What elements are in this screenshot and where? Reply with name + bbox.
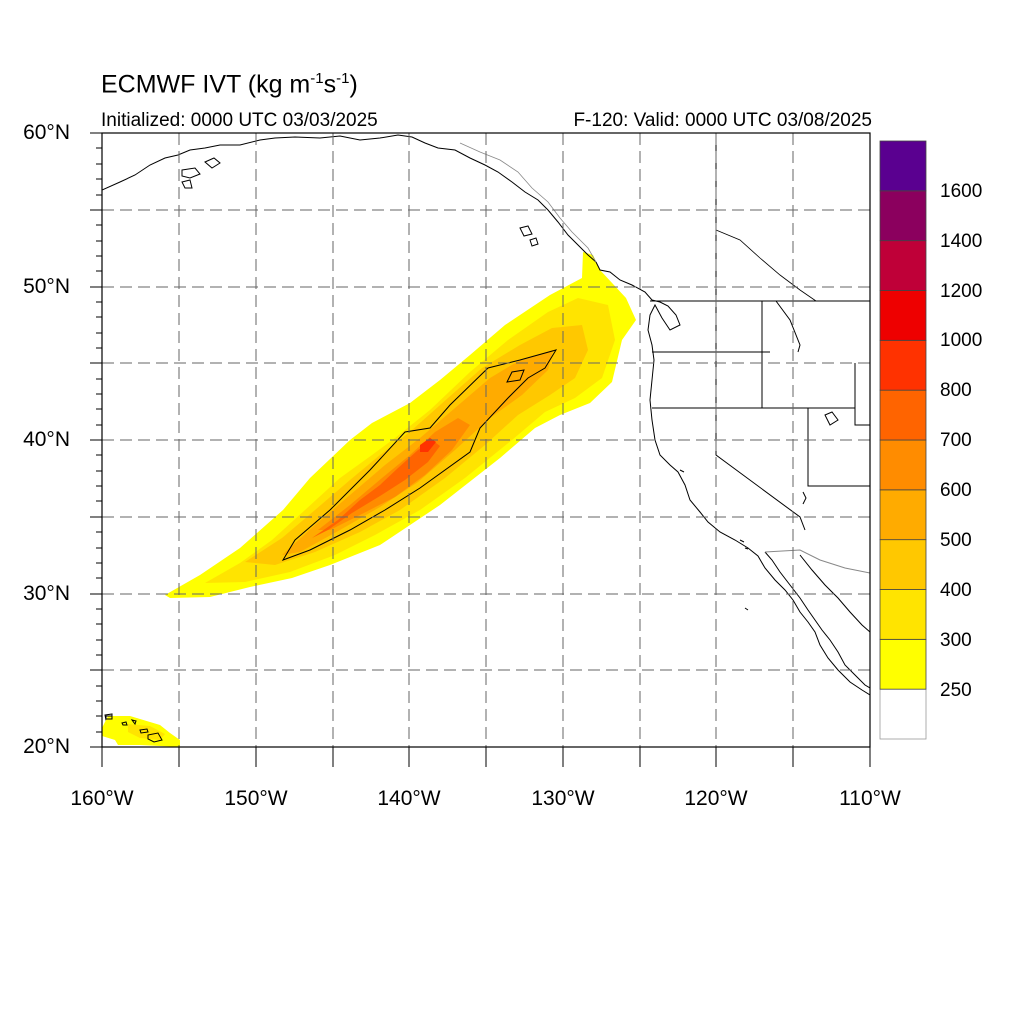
colorbar-swatch [879, 140, 927, 192]
lat-label: 60°N [23, 121, 70, 144]
colorbar-label: 1000 [940, 330, 983, 351]
coastline-mexico-east [799, 554, 870, 633]
lon-label: 140°W [377, 787, 441, 810]
coastline-west [595, 261, 870, 696]
axis-ticks [90, 132, 871, 767]
border-alaska-canada [459, 142, 597, 263]
border-canada-provinces [715, 229, 817, 302]
colorbar-swatch [879, 190, 927, 242]
ivt-shade-800 [420, 438, 436, 452]
ivt-contour-outer [281, 349, 558, 561]
state-borders [652, 133, 870, 531]
colorbar-label: 600 [940, 480, 972, 501]
colorbar-label: 250 [940, 680, 972, 701]
valid-time: F-120: Valid: 0000 UTC 03/08/2025 [573, 110, 872, 131]
lat-label: 30°N [23, 582, 70, 605]
lakes [802, 411, 839, 505]
page-title: ECMWF IVT (kg m-1s-1) [101, 70, 358, 99]
colorbar-label: 1600 [940, 181, 983, 202]
colorbar-label: 1400 [940, 231, 983, 252]
lon-label: 120°W [684, 787, 748, 810]
colorbar-swatch [879, 688, 927, 740]
colorbar-swatch [879, 589, 927, 640]
colorbar-swatch [879, 389, 927, 441]
colorbar-label: 400 [940, 580, 972, 601]
lon-label: 150°W [224, 787, 288, 810]
hawaii-islands [105, 715, 163, 743]
colorbar-swatch [879, 638, 927, 690]
colorbar-label: 500 [940, 530, 972, 551]
colorbar-swatch [879, 439, 927, 491]
colorbar-swatch [879, 489, 927, 541]
lat-label: 50°N [23, 275, 70, 298]
lon-label: 160°W [70, 787, 134, 810]
lat-label: 20°N [23, 735, 70, 758]
ivt-contour-inner [506, 369, 525, 383]
colorbar-swatch [879, 290, 927, 341]
colorbar-swatch [879, 240, 927, 291]
lon-label: 130°W [531, 787, 595, 810]
lat-label: 40°N [23, 428, 70, 451]
coastline-alaska [102, 134, 597, 263]
ivt-shade-700 [312, 440, 440, 538]
colorbar-swatch [879, 339, 927, 391]
coastal-islands [679, 469, 749, 611]
coastline-alaska-islands [181, 157, 539, 247]
grid-lines [102, 133, 870, 747]
colorbar-label: 700 [940, 430, 972, 451]
colorbar-label: 800 [940, 380, 972, 401]
colorbar [879, 140, 927, 740]
colorbar-label: 300 [940, 630, 972, 651]
lon-label: 110°W [839, 787, 901, 810]
colorbar-swatch [879, 539, 927, 590]
border-us-mexico [764, 549, 870, 574]
colorbar-label: 1200 [940, 281, 983, 302]
init-time: Initialized: 0000 UTC 03/03/2025 [101, 110, 378, 131]
coastline-baja-gulf [764, 551, 870, 689]
